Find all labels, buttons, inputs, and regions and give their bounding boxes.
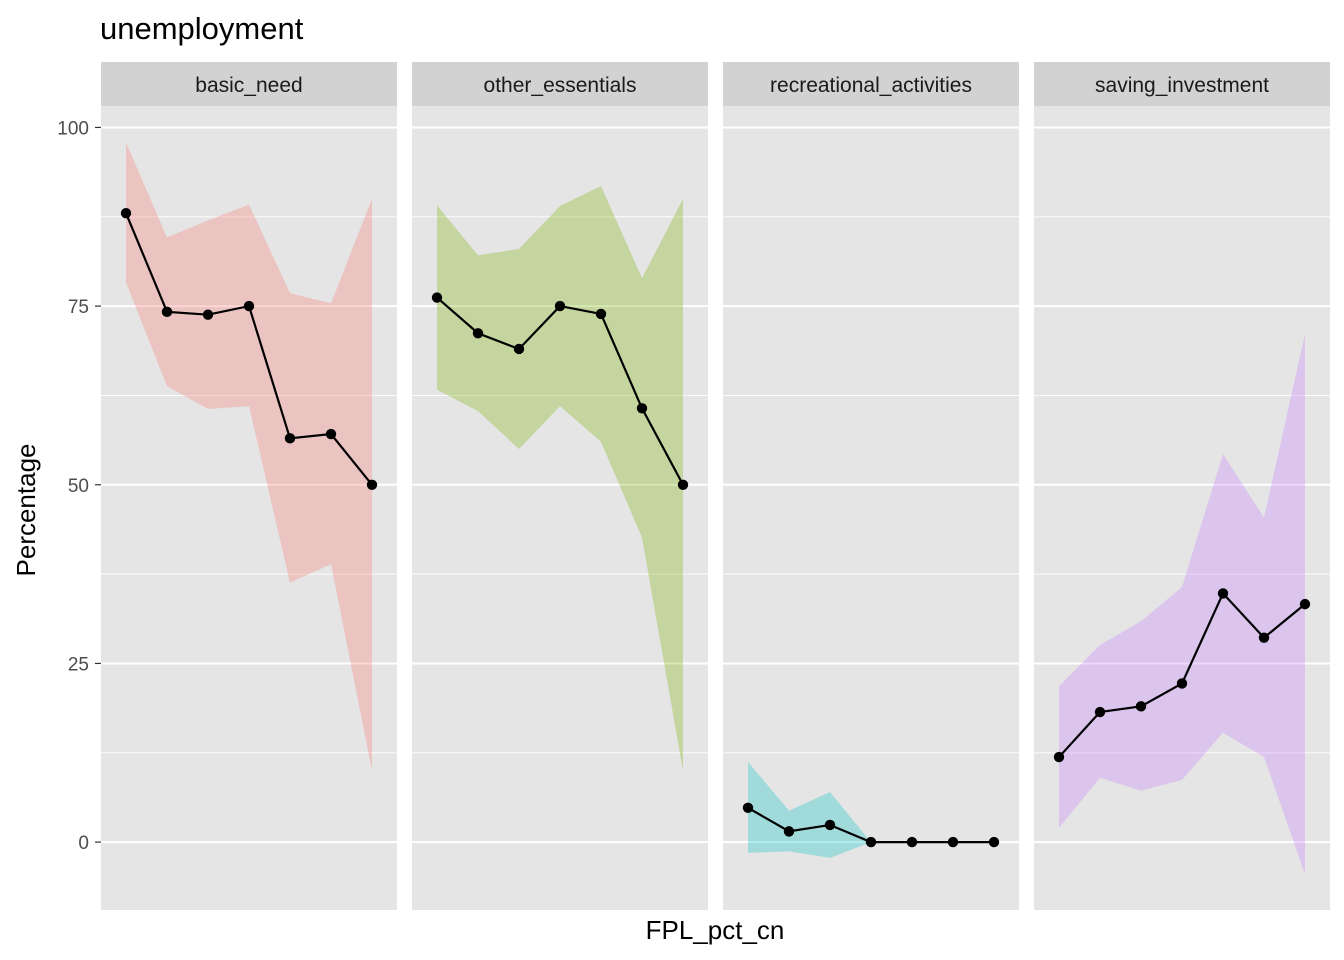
y-tick-label: 50 xyxy=(68,476,89,497)
data-point xyxy=(988,836,1000,848)
data-point xyxy=(431,292,443,303)
facet-basic_need: basic_need xyxy=(101,62,397,910)
data-point xyxy=(824,819,836,831)
data-point xyxy=(1176,678,1188,689)
facet-strip xyxy=(1034,62,1330,106)
facet-strip xyxy=(101,62,397,106)
panel-background xyxy=(723,106,1019,910)
confidence-ribbon xyxy=(126,142,372,771)
facet-strip xyxy=(723,62,1019,106)
facet-strip-label: basic_need xyxy=(195,74,302,97)
y-tick-label: 0 xyxy=(78,833,89,854)
x-axis-title: FPL_pct_cn xyxy=(646,915,785,945)
data-point xyxy=(1258,632,1270,643)
data-point xyxy=(865,836,877,848)
data-point xyxy=(742,802,754,814)
confidence-ribbon xyxy=(437,186,683,771)
data-point xyxy=(243,300,255,312)
data-point xyxy=(120,208,132,219)
facet-strip-label: other_essentials xyxy=(484,74,637,97)
data-point xyxy=(636,403,648,414)
data-point xyxy=(366,479,378,490)
data-point xyxy=(161,306,173,318)
facet-other_essentials: other_essentials xyxy=(412,62,708,910)
data-point xyxy=(677,479,689,490)
data-point xyxy=(325,428,337,440)
panel-background xyxy=(101,106,397,910)
facet-saving_investment: saving_investment xyxy=(1034,62,1330,910)
facet-recreational_activities: recreational_activities xyxy=(723,62,1019,910)
facet-strip-label: recreational_activities xyxy=(770,74,972,97)
data-point xyxy=(513,343,525,355)
data-point xyxy=(1217,588,1229,599)
data-point xyxy=(472,328,484,339)
facet-strip-label: saving_investment xyxy=(1095,74,1269,97)
facet-panels: 0 25 50 75 100 basic_need other_essentials recr… xyxy=(57,62,1330,910)
y-tick-label: 75 xyxy=(68,297,89,318)
panel-background xyxy=(1034,106,1330,910)
data-point xyxy=(284,433,296,444)
data-point xyxy=(947,836,959,848)
data-point xyxy=(783,826,795,837)
panel-background xyxy=(412,106,708,910)
data-point xyxy=(1299,598,1311,610)
data-point xyxy=(1094,706,1106,718)
data-point xyxy=(202,309,214,320)
data-point xyxy=(554,300,566,312)
data-point xyxy=(595,308,607,320)
data-point xyxy=(1135,701,1147,712)
confidence-ribbon xyxy=(748,762,994,858)
y-axis-title: Percentage xyxy=(11,444,41,577)
y-tick-label: 100 xyxy=(57,118,89,139)
facet-strip xyxy=(412,62,708,106)
confidence-ribbon xyxy=(1059,333,1305,875)
y-tick-label: 25 xyxy=(68,654,89,675)
data-point xyxy=(1053,751,1065,763)
data-point xyxy=(906,836,918,848)
chart-title: unemployment xyxy=(100,11,304,46)
